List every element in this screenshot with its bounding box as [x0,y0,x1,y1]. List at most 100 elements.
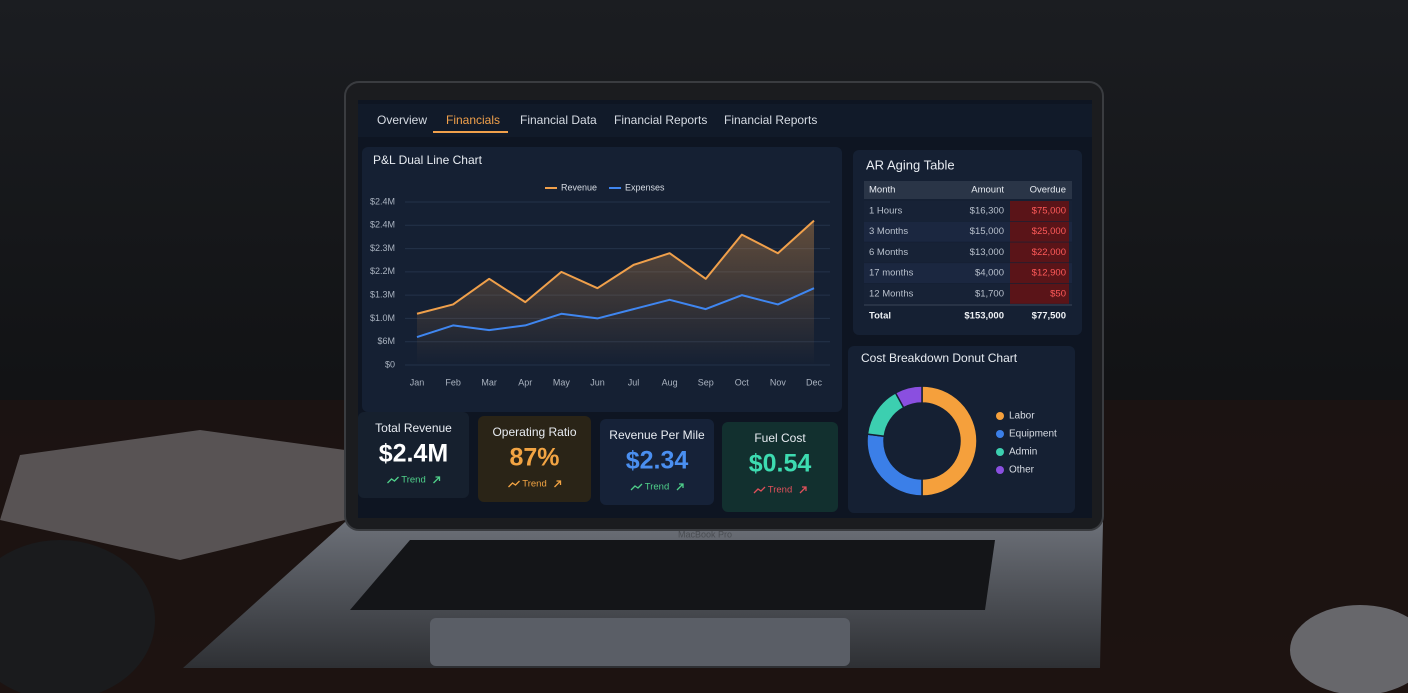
kpi-card [358,412,469,498]
table-cell: 3 Months [869,226,908,237]
table-total: $77,500 [1032,311,1066,322]
table-cell: 1 Hours [869,206,903,217]
mug [0,540,155,693]
x-tick-label: Oct [735,377,750,387]
table-cell: $4,000 [975,268,1004,279]
series-line [416,287,815,339]
keyboard [350,540,995,610]
legend-dot [996,466,1004,474]
papers [0,430,345,560]
kpi-card [600,419,714,505]
donut-title: Cost Breakdown Donut Chart [861,351,1018,365]
legend-label: Admin [1009,447,1037,458]
table-cell: $50 [1050,288,1066,299]
y-tick-label: $2.3M [370,243,395,253]
overdue-cell [1010,263,1069,284]
kpi-trend: Trend [768,485,792,496]
legend-dot [996,412,1004,420]
trend-arrow [799,486,807,494]
tab[interactable]: Financial Reports [614,113,707,127]
kpi-trend: Trend [401,475,425,486]
x-tick-label: Nov [770,377,787,387]
table-total: Total [869,311,891,322]
y-tick-label: $2.4M [370,196,395,206]
donut-slice [894,385,923,409]
kpi-value: $2.4M [379,440,448,468]
x-tick-label: Feb [445,377,461,387]
y-tick-label: $2.4M [370,220,395,230]
kpi-value: $0.54 [749,450,812,478]
tab[interactable]: Financial Data [520,113,597,127]
trend-icon [753,486,766,494]
tab-underline [433,131,508,133]
kpi-title: Total Revenue [375,421,452,435]
legend-label: Labor [1009,411,1035,422]
table-cell: $75,000 [1032,206,1066,217]
x-tick-label: Jun [590,377,605,387]
legend-label: Equipment [1009,429,1057,440]
y-tick-label: $2.2M [370,266,395,276]
overdue-cell [1010,242,1069,263]
table-header-bg [864,181,1072,199]
y-tick-label: $1.0M [370,313,395,323]
table-cell: $15,000 [970,226,1004,237]
table-cell: $12,900 [1032,268,1066,279]
kpi-title: Revenue Per Mile [609,428,705,442]
x-tick-label: Jan [410,377,425,387]
tab[interactable]: Overview [377,113,427,127]
device-label: MacBook Pro [678,529,732,539]
y-tick-label: $1.3M [370,290,395,300]
legend-dot [996,448,1004,456]
kpi-title: Operating Ratio [492,425,576,439]
table-header: Month [869,185,895,196]
table-header: Amount [971,185,1004,196]
table-total: $153,000 [964,311,1004,322]
series-line [416,219,815,315]
x-tick-label: Aug [662,377,678,387]
y-tick-label: $0 [385,359,395,369]
kpi-trend: Trend [522,479,546,490]
trend-arrow [554,480,562,488]
kpi-trend: Trend [645,482,669,493]
trend-icon [508,480,520,488]
trackpad [430,618,850,666]
x-tick-label: Sep [698,377,714,387]
tab[interactable]: Financials [446,113,500,127]
x-tick-label: Jul [628,377,640,387]
legend-label: Revenue [561,182,597,192]
tab[interactable]: Financial Reports [724,113,817,127]
y-tick-label: $6M [377,336,395,346]
kpi-title: Fuel Cost [754,431,806,445]
table-cell: 12 Months [869,288,914,299]
table-cell: 6 Months [869,247,908,258]
kpi-card [722,422,838,512]
trend-arrow [676,483,684,491]
overdue-cell [1010,201,1069,221]
x-tick-label: Dec [806,377,823,387]
table-cell: $1,700 [975,288,1004,299]
overdue-cell [1010,221,1069,242]
mouse [1290,605,1408,693]
line-chart-title: P&L Dual Line Chart [373,153,483,167]
table-cell: $22,000 [1032,247,1066,258]
trend-arrow [433,476,441,484]
table-header: Overdue [1030,185,1066,196]
table-cell: $16,300 [970,206,1004,217]
legend-label: Other [1009,465,1035,476]
table-cell: $13,000 [970,247,1004,258]
ar-title: AR Aging Table [866,157,955,172]
revenue-area [417,220,814,365]
trend-icon [387,476,399,484]
x-tick-label: May [553,377,571,387]
table-cell: $25,000 [1032,226,1066,237]
x-tick-label: Apr [518,377,532,387]
overdue-cell [1010,283,1069,304]
kpi-value: $2.34 [626,447,689,475]
x-tick-label: Mar [481,377,497,387]
kpi-value: 87% [509,444,559,472]
kpi-card [478,416,591,502]
table-cell: 17 months [869,268,914,279]
legend-dot [996,430,1004,438]
